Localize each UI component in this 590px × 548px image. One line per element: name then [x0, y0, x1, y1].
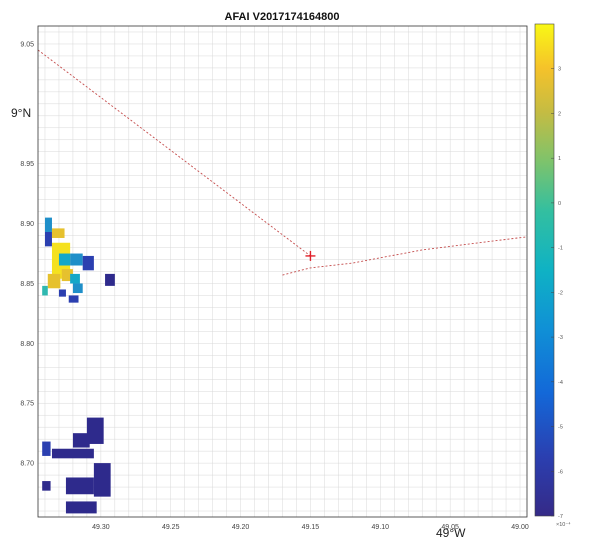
- afai-pixel: [72, 433, 90, 448]
- colorbar: 3 2 1 0 -1 -2 -3 -4 -5 -6 -7 ×10⁻⁴: [534, 23, 571, 528]
- colorbar-multiplier: ×10⁻⁴: [556, 521, 571, 528]
- longitude-tick-labels: 49.30 49.25 49.20 49.15 49.10 49.05 49.00: [92, 524, 529, 531]
- colorbar-tick-label: -2: [558, 290, 563, 296]
- afai-pixel: [47, 273, 61, 289]
- map-plot-area: [37, 25, 528, 518]
- colorbar-tick-label: -4: [558, 380, 563, 386]
- afai-pixel: [72, 283, 83, 294]
- lon-tick-label: 49.10: [372, 524, 390, 531]
- afai-pixel: [58, 289, 66, 297]
- lat-tick-label: 9.05: [20, 41, 34, 48]
- afai-pixel: [68, 295, 79, 303]
- track-east: [282, 236, 528, 276]
- latitude-marker-label: 9°N: [11, 106, 31, 120]
- colorbar-tick-labels: 3 2 1 0 -1 -2 -3 -4 -5 -6 -7: [551, 67, 563, 520]
- lat-tick-label: 8.95: [20, 161, 34, 168]
- afai-pixel: [70, 273, 80, 284]
- lon-tick-label: 49.00: [511, 524, 529, 531]
- position-marker: [305, 250, 316, 261]
- colorbar-tick-label: -3: [558, 335, 563, 341]
- colorbar-tick-label: 0: [558, 201, 561, 207]
- lon-tick-label: 49.05: [441, 524, 459, 531]
- lon-tick-label: 49.20: [232, 524, 250, 531]
- afai-pixel: [93, 463, 111, 497]
- colorbar-tick-label: -1: [558, 246, 563, 252]
- track-northwest: [37, 49, 311, 257]
- afai-pixel: [58, 253, 71, 266]
- lat-tick-label: 8.90: [20, 221, 34, 228]
- plot-frame: [37, 25, 528, 518]
- afai-pixel: [44, 217, 52, 232]
- afai-pixel: [44, 231, 52, 247]
- afai-pixel: [82, 255, 94, 271]
- colorbar-tick-label: 2: [558, 111, 561, 117]
- afai-pixel: [65, 477, 94, 495]
- afai-pixel: [42, 481, 51, 491]
- colorbar-gradient: [534, 23, 555, 517]
- afai-pixel: [51, 448, 94, 459]
- afai-pixel: [65, 501, 97, 514]
- lon-tick-label: 49.15: [302, 524, 320, 531]
- lat-tick-label: 8.70: [20, 461, 34, 468]
- drift-tracks: [37, 49, 528, 276]
- afai-pixel: [86, 417, 104, 444]
- afai-pixels: [42, 217, 115, 514]
- afai-pixel: [105, 273, 115, 286]
- afai-pixel: [42, 441, 51, 456]
- lat-tick-label: 8.85: [20, 281, 34, 288]
- map-grid: [38, 26, 527, 517]
- colorbar-tick-label: 3: [558, 67, 561, 73]
- lon-tick-label: 49.30: [92, 524, 110, 531]
- afai-pixel: [42, 285, 48, 296]
- afai-pixel: [70, 253, 83, 266]
- colorbar-tick-label: -7: [558, 514, 563, 520]
- afai-pixel: [61, 269, 73, 282]
- latitude-tick-labels: 9.05 8.95 8.90 8.85 8.80 8.75 8.70: [20, 41, 34, 467]
- map-title: AFAI V2017174164800: [225, 11, 340, 23]
- colorbar-tick-label: -6: [558, 469, 563, 475]
- lon-tick-label: 49.25: [162, 524, 180, 531]
- lat-tick-label: 8.75: [20, 401, 34, 408]
- lat-tick-label: 8.80: [20, 341, 34, 348]
- colorbar-tick-label: 1: [558, 156, 561, 162]
- longitude-marker-label: 49°W: [436, 526, 466, 540]
- afai-pixel: [51, 228, 65, 238]
- colorbar-tick-label: -5: [558, 425, 563, 431]
